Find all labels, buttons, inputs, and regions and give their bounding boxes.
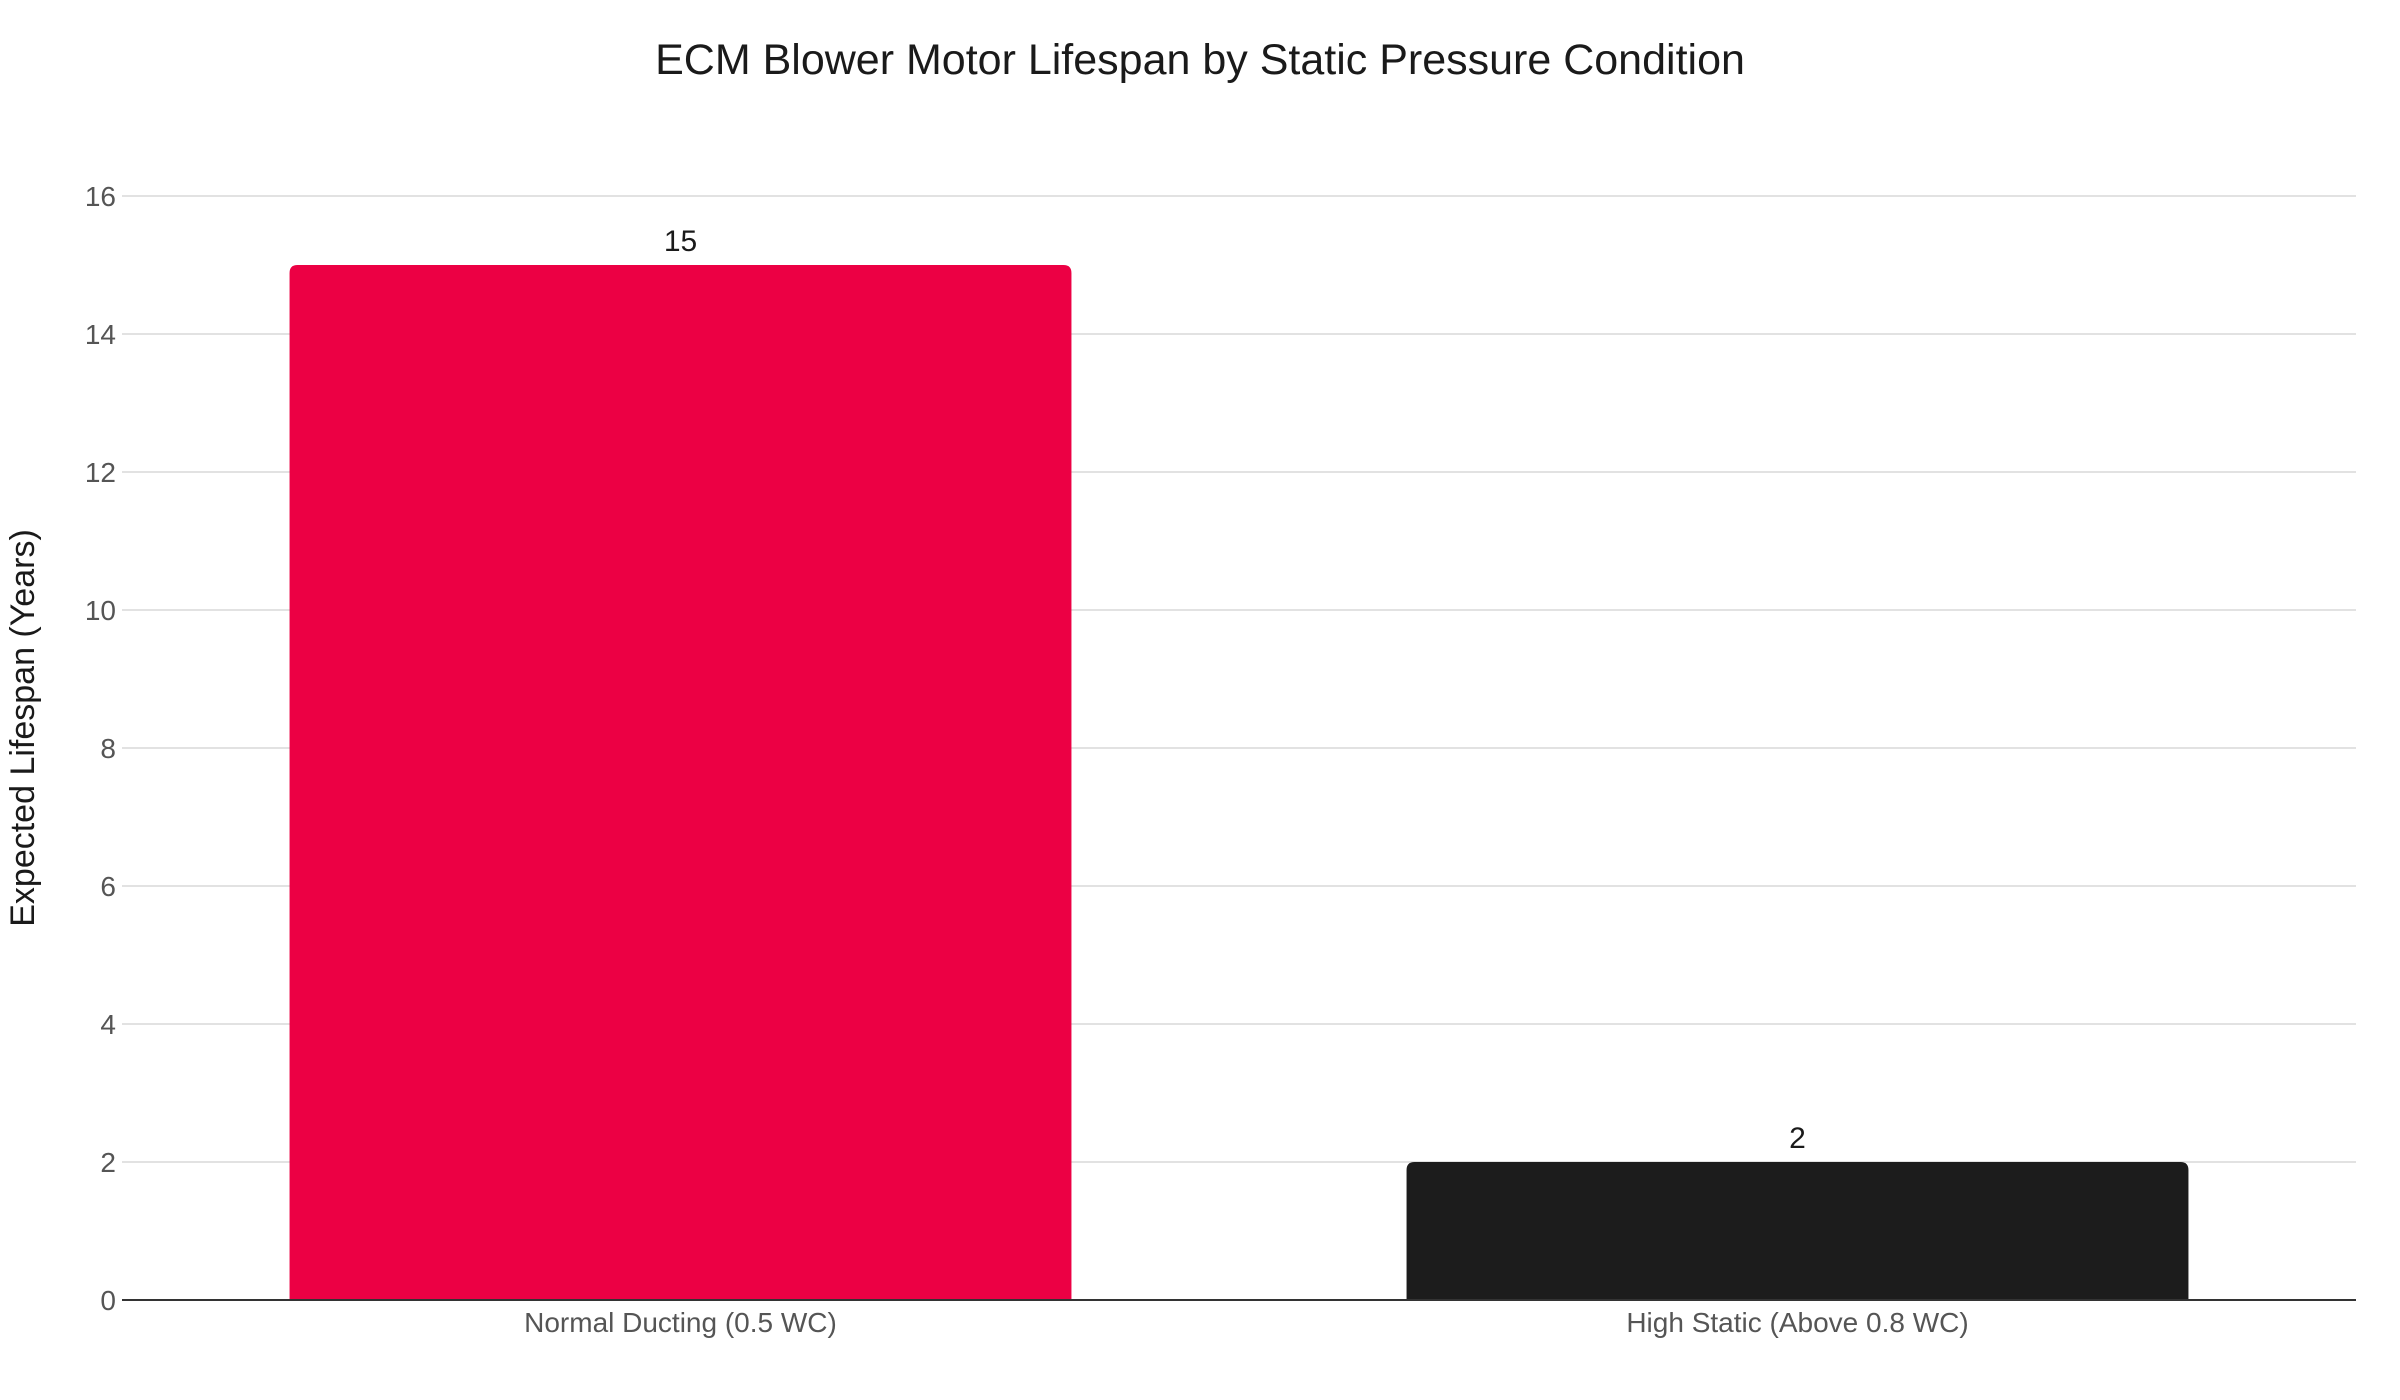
chart-title: ECM Blower Motor Lifespan by Static Pres… xyxy=(655,36,1745,84)
bar-1 xyxy=(289,265,1072,1300)
x-tick-label: Normal Ducting (0.5 WC) xyxy=(524,1307,837,1338)
bar-data-label: 15 xyxy=(664,225,697,258)
bars xyxy=(289,265,2189,1300)
labels: 0 2 4 6 8 10 12 14 16 15 Normal Ducting (0.5 WC) 2 H… xyxy=(4,181,1969,1338)
y-tick-label: 12 xyxy=(85,457,116,488)
y-tick-label: 10 xyxy=(85,595,116,626)
y-tick-label: 4 xyxy=(100,1009,116,1040)
y-tick-label: 16 xyxy=(85,181,116,212)
y-tick-label: 8 xyxy=(100,733,116,764)
y-tick-label: 14 xyxy=(85,319,116,350)
y-axis-title: Expected Lifespan (Years) xyxy=(4,529,42,927)
y-tick-label: 6 xyxy=(100,871,116,902)
x-tick-label: High Static (Above 0.8 WC) xyxy=(1626,1307,1968,1338)
bar-2 xyxy=(1406,1162,2189,1300)
y-tick-label: 0 xyxy=(100,1285,116,1316)
y-tick-label: 2 xyxy=(100,1147,116,1178)
bar-data-label: 2 xyxy=(1789,1122,1806,1155)
